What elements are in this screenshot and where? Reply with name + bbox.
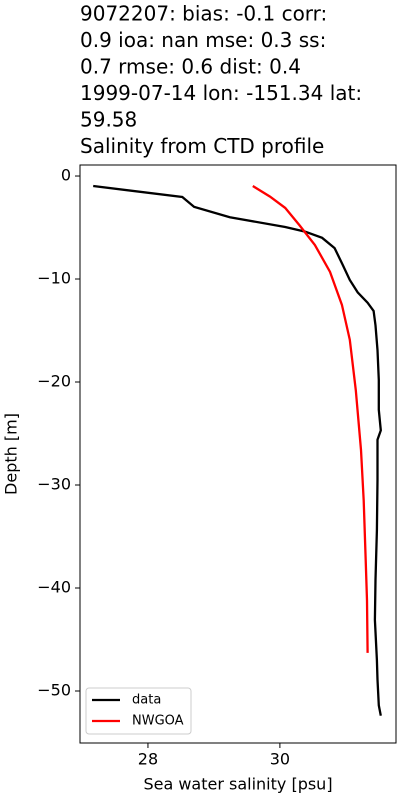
chart-title: 9072207: bias: -0.1 corr:	[80, 2, 327, 26]
line	[93, 184, 382, 716]
y-tick-label: −40	[37, 577, 71, 596]
y-tick-label: 0	[61, 166, 71, 185]
chart-title: 0.9 ioa: nan mse: 0.3 ss:	[80, 28, 326, 52]
x-axis-label: Sea water salinity [psu]	[143, 775, 332, 794]
legend-label: data	[132, 693, 161, 708]
line	[252, 185, 369, 653]
plot-frame	[79, 164, 397, 744]
y-tick-label: −10	[37, 269, 71, 288]
y-tick-label: −50	[37, 680, 71, 699]
chart-title: 59.58	[80, 108, 137, 132]
chart-title: 1999-07-14 lon: -151.34 lat:	[80, 81, 362, 105]
y-tick-label: −20	[37, 372, 71, 391]
x-tick-label: 28	[138, 750, 158, 769]
chart-title: Salinity from CTD profile	[80, 134, 324, 158]
legend-label: NWGOA	[132, 714, 184, 729]
y-tick-label: −30	[37, 475, 71, 494]
x-tick-label: 30	[270, 750, 290, 769]
chart-title: 0.7 rmse: 0.6 dist: 0.4	[80, 55, 301, 79]
y-axis-label: Depth [m]	[2, 413, 21, 495]
